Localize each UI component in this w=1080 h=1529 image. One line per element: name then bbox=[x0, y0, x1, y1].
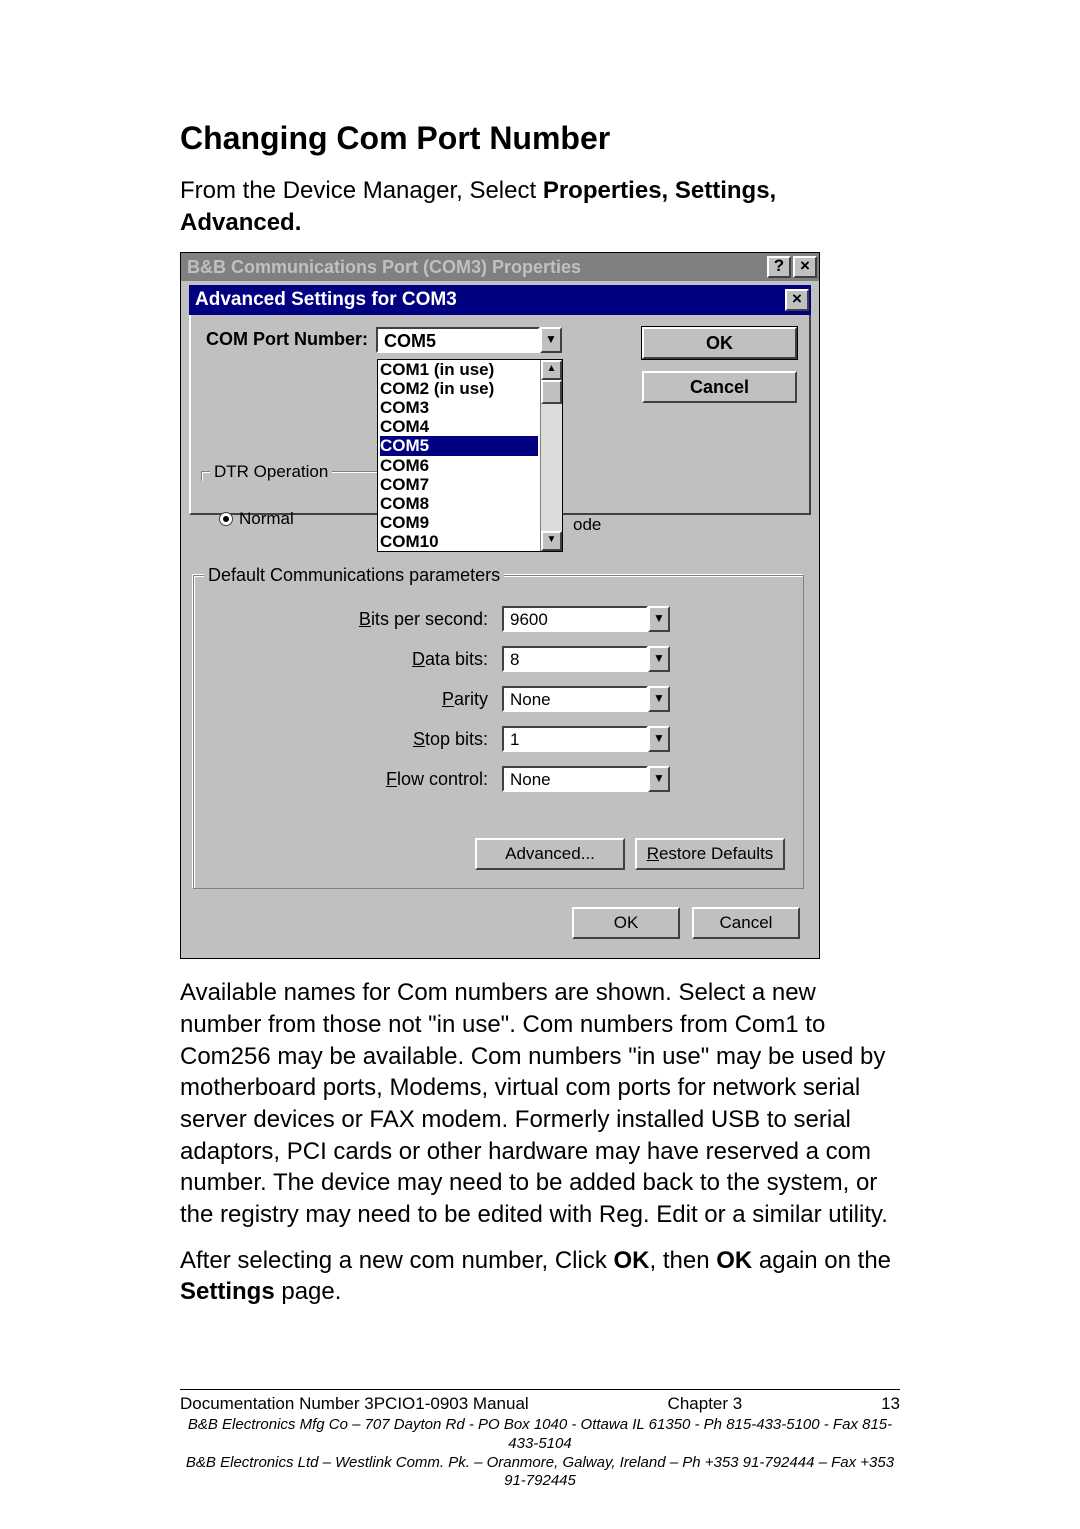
dropdown-option[interactable]: COM7 bbox=[380, 475, 538, 494]
com-port-value: COM5 bbox=[376, 327, 540, 353]
param-value: 8 bbox=[502, 646, 648, 672]
com-port-label: COM Port Number: bbox=[201, 327, 376, 350]
inner-titlebar: Advanced Settings for COM3 × bbox=[189, 285, 811, 315]
param-value: 9600 bbox=[502, 606, 648, 632]
dropdown-option[interactable]: COM5 bbox=[380, 436, 538, 455]
dropdown-option[interactable]: COM9 bbox=[380, 513, 538, 532]
param-row: ParityNone▼ bbox=[212, 686, 785, 712]
para3-post: again on the bbox=[752, 1247, 891, 1274]
param-combo[interactable]: None▼ bbox=[502, 766, 670, 792]
param-value: 1 bbox=[502, 726, 648, 752]
ok-button[interactable]: OK bbox=[642, 327, 797, 359]
inner-title: Advanced Settings for COM3 bbox=[195, 289, 457, 311]
ode-fragment: ode bbox=[573, 515, 601, 535]
param-combo[interactable]: 1▼ bbox=[502, 726, 670, 752]
para3-b1: OK bbox=[614, 1247, 650, 1274]
chevron-down-icon[interactable]: ▼ bbox=[648, 726, 670, 752]
para3-b2: OK bbox=[716, 1247, 752, 1274]
para3-end: page. bbox=[275, 1278, 342, 1305]
restore-rest: estore Defaults bbox=[659, 844, 773, 863]
param-row: Flow control:None▼ bbox=[212, 766, 785, 792]
outer-cancel-button[interactable]: Cancel bbox=[692, 907, 800, 939]
param-label: Parity bbox=[212, 689, 502, 710]
dropdown-option[interactable]: COM1 (in use) bbox=[380, 360, 538, 379]
page-heading: Changing Com Port Number bbox=[180, 120, 900, 157]
dropdown-option[interactable]: COM6 bbox=[380, 456, 538, 475]
outer-titlebar: B&B Communications Port (COM3) Propertie… bbox=[181, 253, 819, 281]
para3-mid: , then bbox=[650, 1247, 717, 1274]
close-icon[interactable]: × bbox=[793, 256, 817, 278]
outer-ok-button[interactable]: OK bbox=[572, 907, 680, 939]
param-row: Stop bits:1▼ bbox=[212, 726, 785, 752]
param-label: Stop bits: bbox=[212, 729, 502, 750]
advanced-button[interactable]: Advanced... bbox=[475, 838, 625, 870]
param-row: Data bits:8▼ bbox=[212, 646, 785, 672]
dropdown-option[interactable]: COM8 bbox=[380, 494, 538, 513]
scroll-up-icon[interactable]: ▲ bbox=[541, 360, 562, 380]
screenshot-container: B&B Communications Port (COM3) Propertie… bbox=[180, 252, 820, 959]
intro-text: From the Device Manager, Select Properti… bbox=[180, 175, 900, 238]
chevron-down-icon[interactable]: ▼ bbox=[648, 646, 670, 672]
param-value: None bbox=[502, 686, 648, 712]
para3: After selecting a new com number, Click … bbox=[180, 1245, 900, 1308]
param-label: Data bits: bbox=[212, 649, 502, 670]
scrollbar[interactable]: ▲ ▼ bbox=[540, 360, 562, 550]
footer-doc: Documentation Number 3PCIO1-0903 Manual bbox=[180, 1394, 529, 1414]
outer-title: B&B Communications Port (COM3) Propertie… bbox=[187, 257, 581, 278]
normal-label: Normal bbox=[239, 509, 294, 529]
footer-page: 13 bbox=[881, 1394, 900, 1414]
param-label: Bits per second: bbox=[212, 609, 502, 630]
dropdown-option[interactable]: COM4 bbox=[380, 417, 538, 436]
chevron-down-icon[interactable]: ▼ bbox=[540, 327, 562, 353]
param-combo[interactable]: None▼ bbox=[502, 686, 670, 712]
param-row: Bits per second:9600▼ bbox=[212, 606, 785, 632]
page-footer: Documentation Number 3PCIO1-0903 Manual … bbox=[180, 1389, 900, 1491]
com-port-combo[interactable]: COM5 ▼ bbox=[376, 327, 562, 353]
footer-line1: B&B Electronics Mfg Co – 707 Dayton Rd -… bbox=[180, 1416, 900, 1454]
help-icon[interactable]: ? bbox=[767, 256, 791, 278]
dropdown-option[interactable]: COM2 (in use) bbox=[380, 379, 538, 398]
restore-u: R bbox=[647, 844, 659, 863]
inner-close-icon[interactable]: × bbox=[785, 289, 809, 311]
dropdown-option[interactable]: COM10 bbox=[380, 532, 538, 551]
footer-line2: B&B Electronics Ltd – Westlink Comm. Pk.… bbox=[180, 1454, 900, 1492]
param-value: None bbox=[502, 766, 648, 792]
param-label: Flow control: bbox=[212, 769, 502, 790]
params-group-label: Default Communications parameters bbox=[204, 565, 504, 586]
dtr-group-label: DTR Operation bbox=[210, 462, 332, 482]
radio-normal[interactable] bbox=[219, 512, 233, 526]
para3-b3: Settings bbox=[180, 1278, 275, 1305]
chevron-down-icon[interactable]: ▼ bbox=[648, 766, 670, 792]
params-groupbox: Default Communications parameters Bits p… bbox=[193, 575, 804, 889]
scroll-down-icon[interactable]: ▼ bbox=[541, 531, 562, 551]
chevron-down-icon[interactable]: ▼ bbox=[648, 686, 670, 712]
footer-chapter: Chapter 3 bbox=[668, 1394, 743, 1414]
para2: Available names for Com numbers are show… bbox=[180, 977, 900, 1230]
scroll-thumb[interactable] bbox=[541, 380, 562, 404]
intro-pre: From the Device Manager, Select bbox=[180, 177, 543, 204]
param-combo[interactable]: 9600▼ bbox=[502, 606, 670, 632]
dropdown-option[interactable]: COM3 bbox=[380, 398, 538, 417]
chevron-down-icon[interactable]: ▼ bbox=[648, 606, 670, 632]
cancel-button[interactable]: Cancel bbox=[642, 371, 797, 403]
para3-pre: After selecting a new com number, Click bbox=[180, 1247, 614, 1274]
com-port-dropdown[interactable]: COM1 (in use)COM2 (in use)COM3COM4COM5CO… bbox=[377, 359, 563, 551]
restore-defaults-button[interactable]: Restore Defaults bbox=[635, 838, 785, 870]
param-combo[interactable]: 8▼ bbox=[502, 646, 670, 672]
